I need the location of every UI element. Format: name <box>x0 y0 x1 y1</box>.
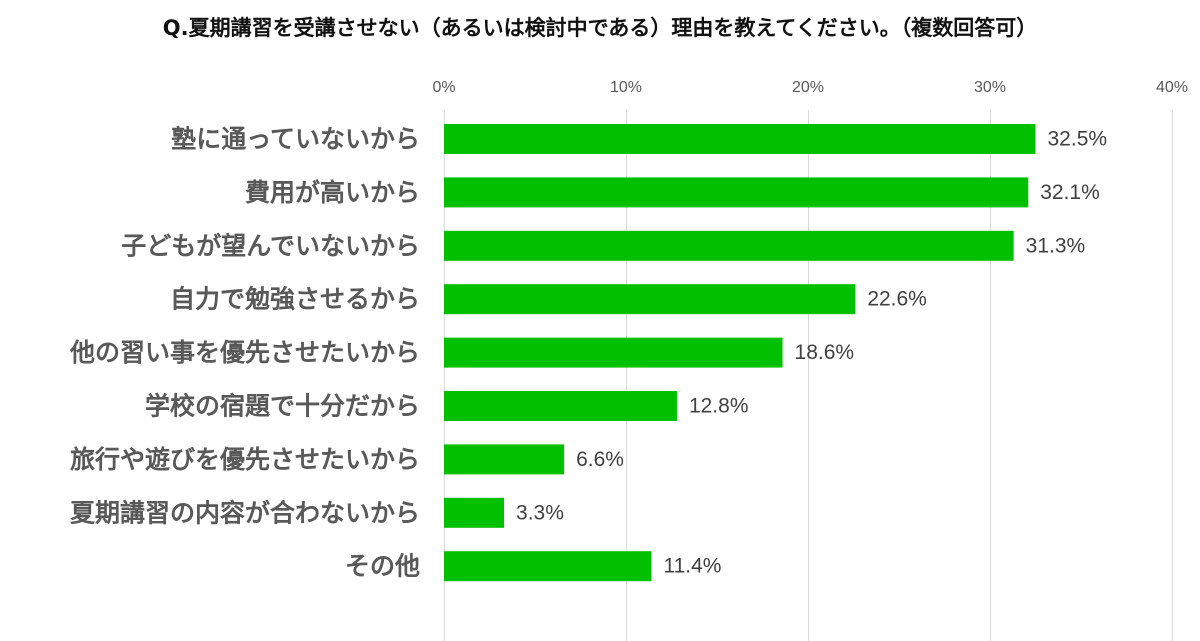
value-label: 32.1% <box>1040 181 1100 204</box>
value-label: 12.8% <box>689 395 749 418</box>
category-label: その他 <box>345 552 420 581</box>
bars <box>444 124 1036 582</box>
category-label: 自力で勉強させるから <box>170 285 420 314</box>
x-tick-label: 40% <box>1156 79 1188 96</box>
bar <box>444 177 1029 208</box>
x-tick-label: 10% <box>610 79 642 96</box>
bar <box>444 337 783 368</box>
bar <box>444 444 565 475</box>
value-label: 32.5% <box>1048 128 1108 151</box>
category-label: 子どもが望んでいないから <box>121 231 420 260</box>
bar <box>444 391 677 421</box>
bar <box>444 497 505 528</box>
chart-title: Q.夏期講習を受講させない（あるいは検討中である）理由を教えてください。（複数回… <box>162 16 1038 40</box>
bar <box>444 284 856 315</box>
category-label: 学校の宿題で十分だから <box>145 392 420 421</box>
x-tick-label: 30% <box>974 79 1006 96</box>
value-label: 18.6% <box>795 341 855 364</box>
value-label: 11.4% <box>663 555 721 578</box>
value-label: 6.6% <box>576 448 624 471</box>
x-axis-ticks: 0% 10% 20% 30% 40% <box>432 79 1188 96</box>
x-tick-label: 0% <box>432 79 455 96</box>
value-label: 31.3% <box>1026 234 1086 257</box>
category-label: 費用が高いから <box>244 178 420 207</box>
value-label: 22.6% <box>867 288 927 311</box>
category-label: 旅行や遊びを優先させたいから <box>70 445 420 474</box>
bar <box>444 124 1036 154</box>
value-label: 3.3% <box>516 501 564 524</box>
bar <box>444 551 652 582</box>
value-labels: 32.5% 32.1% 31.3% 22.6% 18.6% 12.8% 6.6% 3.3% 11… <box>516 128 1107 578</box>
category-label: 塾に通っていないから <box>171 125 420 154</box>
category-label: 夏期講習の内容が合わないから <box>70 498 420 527</box>
x-tick-label: 20% <box>792 79 824 96</box>
category-labels: 塾に通っていないから費用が高いから子どもが望んでいないから自力で勉強させるから他… <box>69 125 420 581</box>
bar <box>444 230 1014 261</box>
category-label: 他の習い事を優先させたいから <box>69 338 420 367</box>
